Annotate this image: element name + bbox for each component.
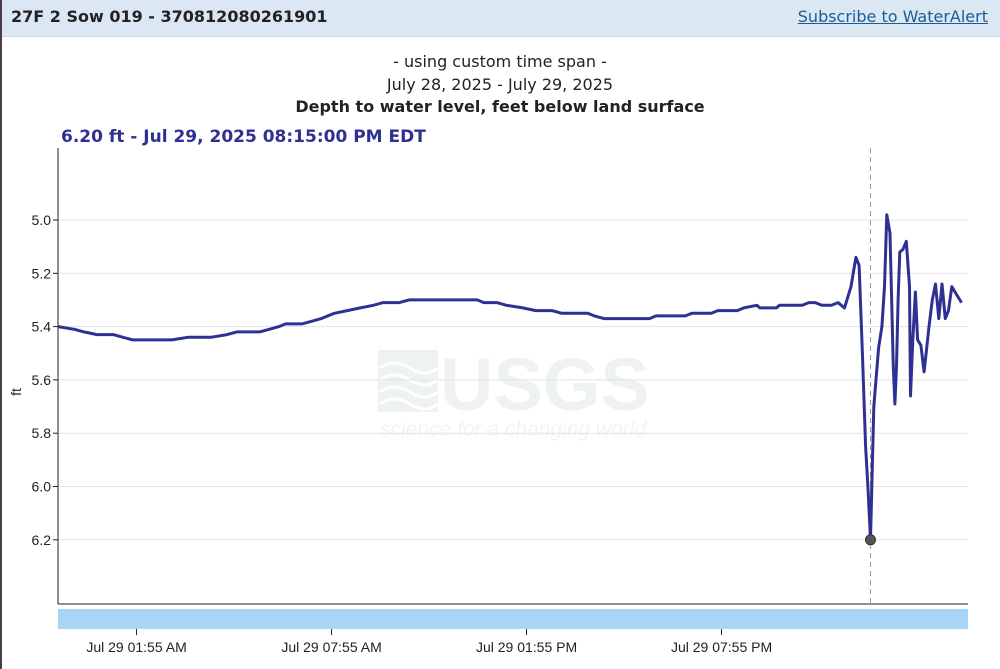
x-tick-label-3: Jul 29 07:55 PM [671,639,772,655]
x-tick-label-0: Jul 29 01:55 AM [86,639,186,655]
x-tick-label-1: Jul 29 07:55 AM [281,639,381,655]
header-bar: 27F 2 Sow 019 - 370812080261901 Subscrib… [2,0,1000,37]
y-tick-label-6: 6.2 [32,532,52,548]
date-range-caption: July 28, 2025 - July 29, 2025 [386,75,614,94]
x-axis-ticks: Jul 29 01:55 AM Jul 29 07:55 AM Jul 29 01:… [86,629,772,655]
usgs-watermark-text: USGS [440,343,650,426]
x-tick-label-2: Jul 29 01:55 PM [476,639,577,655]
y-tick-label-2: 5.4 [32,319,52,335]
y-axis-ticks: 5.0 5.2 5.4 5.6 5.8 6.0 6.2 [32,212,58,548]
chart-title: Depth to water level, feet below land su… [295,97,705,116]
chart-grid [58,219,968,541]
y-tick-label-3: 5.6 [32,372,52,388]
usgs-logo-mark [378,350,439,412]
usgs-watermark: USGS science for a changing world [378,343,650,441]
time-span-caption: - using custom time span - [393,52,607,71]
site-title: 27F 2 Sow 019 - 370812080261901 [11,7,328,26]
window-edge [0,0,2,669]
y-tick-label-0: 5.0 [32,212,52,228]
y-tick-label-4: 5.8 [32,425,52,441]
hover-tooltip-readout: 6.20 ft - Jul 29, 2025 08:15:00 PM EDT [61,127,426,147]
usgs-watermark-tagline: science for a changing world [380,418,647,441]
water-level-series-line [57,213,963,542]
y-tick-label-5: 6.0 [32,479,52,495]
highlight-point [865,534,876,546]
subscribe-wateralert-link[interactable]: Subscribe to WaterAlert [797,7,988,26]
time-brush-bar[interactable] [58,609,968,629]
y-axis-label: ft [8,388,24,396]
y-tick-label-1: 5.2 [32,265,52,281]
